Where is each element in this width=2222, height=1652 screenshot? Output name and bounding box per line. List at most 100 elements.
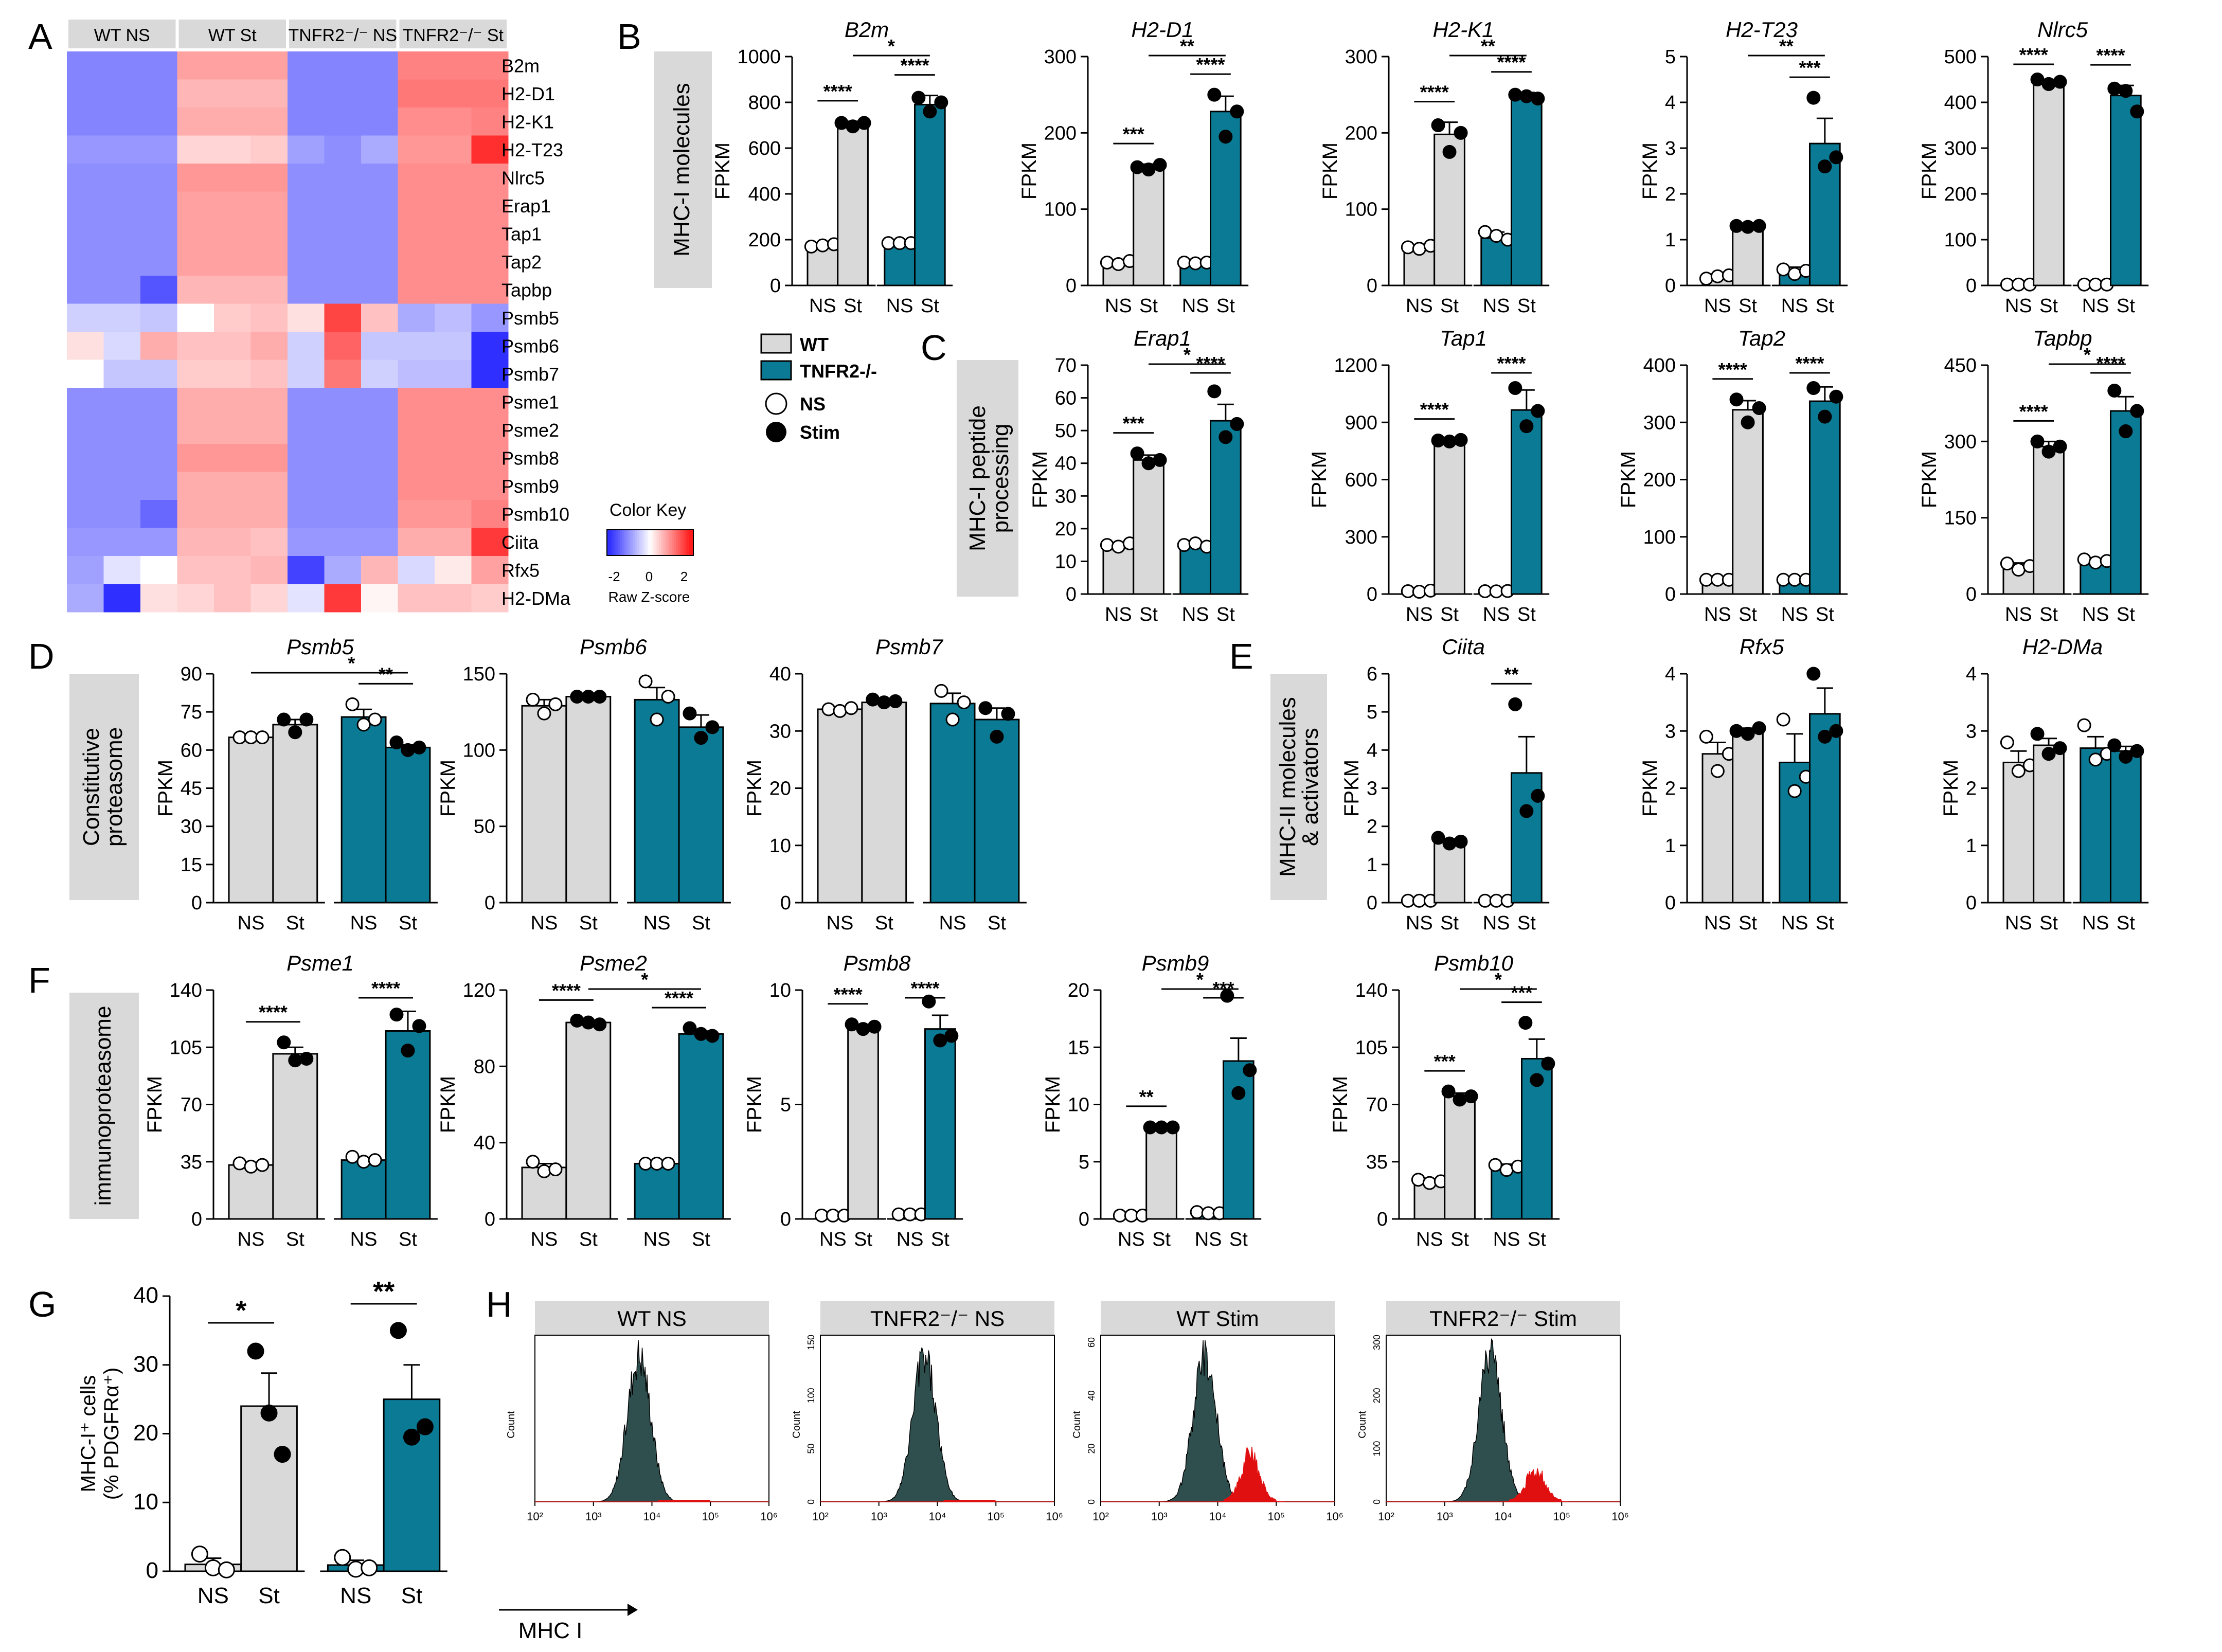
bar-chart-h2-dma: 0 1 2 3 4 FPKM H2-DMa NS St NS St bbox=[1940, 635, 2149, 934]
heatmap-cell bbox=[471, 528, 509, 556]
data-point bbox=[2077, 552, 2091, 567]
heatmap-group-header-label: WT St bbox=[208, 26, 257, 45]
data-point bbox=[821, 702, 836, 716]
data-point bbox=[1001, 707, 1015, 721]
data-point bbox=[1412, 893, 1426, 908]
histogram-area bbox=[1386, 1338, 1620, 1502]
data-point bbox=[356, 1155, 371, 1169]
data-point bbox=[2053, 439, 2067, 454]
heatmap-cell bbox=[140, 276, 177, 304]
heatmap-cell bbox=[435, 164, 472, 192]
y-axis-label: FPKM bbox=[1308, 451, 1331, 508]
heatmap-cell bbox=[214, 584, 251, 613]
data-point bbox=[593, 1017, 607, 1032]
data-point bbox=[2000, 556, 2014, 571]
y-tick-label: 40 bbox=[1055, 453, 1077, 475]
heatmap-cell bbox=[361, 388, 398, 416]
x-tick-label: NS bbox=[939, 912, 966, 934]
heatmap-cell bbox=[140, 51, 177, 80]
data-point bbox=[581, 1015, 596, 1030]
y-axis-label: Count bbox=[1071, 1411, 1083, 1439]
heatmap-group-header-box bbox=[68, 20, 176, 48]
y-tick-label: 20 bbox=[1055, 518, 1077, 540]
data-point bbox=[1489, 229, 1503, 243]
heatmap-cell bbox=[103, 220, 141, 248]
heatmap-cell bbox=[361, 276, 398, 304]
heatmap-cell bbox=[103, 135, 141, 164]
chart-title: Rfx5 bbox=[1740, 635, 1784, 659]
y-tick-label: 20 bbox=[769, 778, 791, 800]
color-key-swatch bbox=[663, 530, 666, 555]
y-tick-label: 10 bbox=[133, 1489, 158, 1514]
data-point bbox=[1243, 1063, 1257, 1078]
data-point bbox=[1231, 1086, 1246, 1100]
y-tick-label: 200 bbox=[1044, 122, 1077, 144]
data-point bbox=[2000, 277, 2014, 292]
heatmap-cell bbox=[361, 416, 398, 444]
y-tick-label: 0 bbox=[1966, 275, 1977, 297]
significance-stars: ** bbox=[1779, 35, 1794, 57]
data-point bbox=[247, 1342, 264, 1360]
bar bbox=[1133, 166, 1164, 286]
bar bbox=[228, 737, 274, 904]
histogram-title: WT NS bbox=[617, 1306, 687, 1331]
heatmap-cell bbox=[67, 444, 104, 472]
heatmap-cell bbox=[67, 528, 104, 556]
x-tick-label: 10² bbox=[527, 1510, 543, 1523]
data-point bbox=[537, 706, 551, 721]
y-tick-label: 2 bbox=[1665, 778, 1676, 800]
heatmap-cell bbox=[214, 276, 251, 304]
bar-chart-nlrc5: 0 100 200 300 400 500 FPKM Nlrc5 NS St NS St **** ***… bbox=[1918, 17, 2149, 317]
y-tick-label: 40 bbox=[133, 1283, 158, 1308]
x-tick-label: St bbox=[1517, 912, 1536, 934]
data-point bbox=[2030, 73, 2045, 86]
significance-stars: **** bbox=[552, 980, 581, 1001]
heatmap-cell bbox=[361, 220, 398, 248]
data-point bbox=[1729, 724, 1744, 738]
histogram-title: TNFR2⁻/⁻ Stim bbox=[1429, 1306, 1577, 1331]
data-point bbox=[2088, 752, 2103, 767]
y-tick-label: 4 bbox=[1665, 92, 1676, 114]
color-key-swatch bbox=[658, 530, 661, 555]
y-tick-label: 3 bbox=[1966, 721, 1977, 742]
y-tick-label: 1 bbox=[1966, 835, 1977, 857]
heatmap-cell bbox=[471, 584, 509, 613]
y-tick-label: 70 bbox=[1366, 1094, 1388, 1116]
data-point bbox=[1207, 384, 1222, 399]
heatmap-cell bbox=[398, 500, 435, 528]
data-point bbox=[356, 717, 371, 732]
significance-stars: ** bbox=[1139, 1086, 1154, 1107]
y-axis-label: FPKM bbox=[1940, 760, 1962, 817]
bar bbox=[974, 719, 1020, 904]
y-tick-label: 100 bbox=[1044, 199, 1077, 221]
heatmap-group-header-box bbox=[289, 20, 397, 48]
heatmap-cell bbox=[250, 135, 288, 164]
data-point bbox=[944, 1029, 959, 1043]
data-point bbox=[1541, 1056, 1555, 1071]
bar bbox=[272, 1053, 318, 1220]
data-point bbox=[892, 236, 907, 250]
data-point bbox=[345, 697, 360, 711]
chart-title: H2-DMa bbox=[2022, 635, 2103, 659]
color-key-swatch bbox=[622, 530, 624, 555]
bar bbox=[913, 103, 946, 286]
heatmap-cell bbox=[214, 303, 251, 332]
x-tick-label: St bbox=[1216, 604, 1235, 625]
heatmap-cell bbox=[361, 332, 398, 360]
data-point bbox=[1100, 256, 1114, 270]
y-axis-label: Count bbox=[791, 1411, 802, 1439]
y-tick-label: 300 bbox=[1944, 138, 1977, 159]
legend-wt-label: WT bbox=[800, 334, 829, 355]
data-point bbox=[1464, 1089, 1478, 1104]
data-point bbox=[1218, 130, 1233, 144]
heatmap-cell bbox=[398, 191, 435, 220]
significance-stars: * bbox=[1495, 969, 1502, 990]
heatmap-gene-label: H2-T23 bbox=[501, 139, 563, 160]
data-point bbox=[694, 1027, 708, 1041]
data-point bbox=[891, 1207, 906, 1222]
x-tick-label: NS bbox=[1182, 295, 1209, 317]
heatmap-gene-label: Tap1 bbox=[501, 223, 542, 244]
color-key-swatch bbox=[650, 530, 653, 555]
data-point bbox=[1488, 1158, 1502, 1172]
